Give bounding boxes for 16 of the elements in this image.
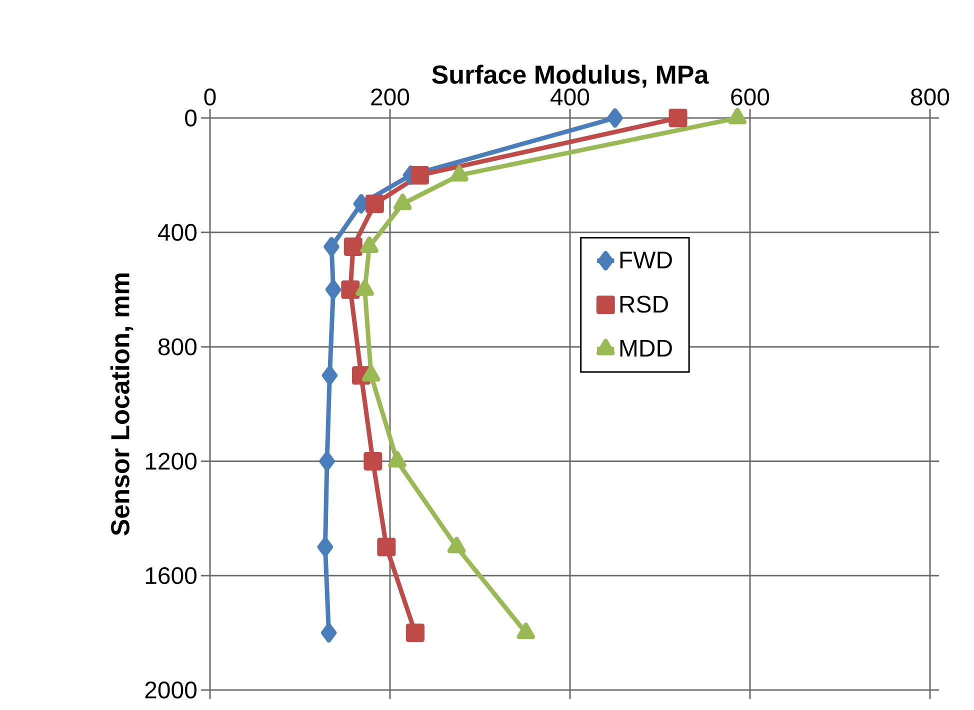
- y-tick-label: 400: [158, 224, 197, 241]
- legend-label: MDD: [620, 340, 672, 357]
- x-tick-label: 800: [911, 88, 950, 106]
- x-tick-label: 600: [731, 88, 770, 106]
- y-tick-label: 0: [185, 110, 197, 127]
- y-tick-label: 800: [158, 338, 197, 356]
- y-tick-label: 1200: [146, 452, 197, 470]
- legend-label: RSD: [620, 296, 668, 313]
- x-axis-title: Surface Modulus, MPa: [432, 64, 709, 88]
- x-tick-label: 200: [371, 88, 410, 106]
- x-tick-label: 0: [204, 88, 216, 106]
- y-tick-label: 1600: [146, 567, 197, 584]
- x-tick-label: 400: [550, 88, 590, 106]
- legend-label: FWD: [620, 252, 672, 268]
- y-tick-label: 2000: [145, 682, 197, 699]
- y-axis-title: Sensor Location, mm: [110, 273, 134, 536]
